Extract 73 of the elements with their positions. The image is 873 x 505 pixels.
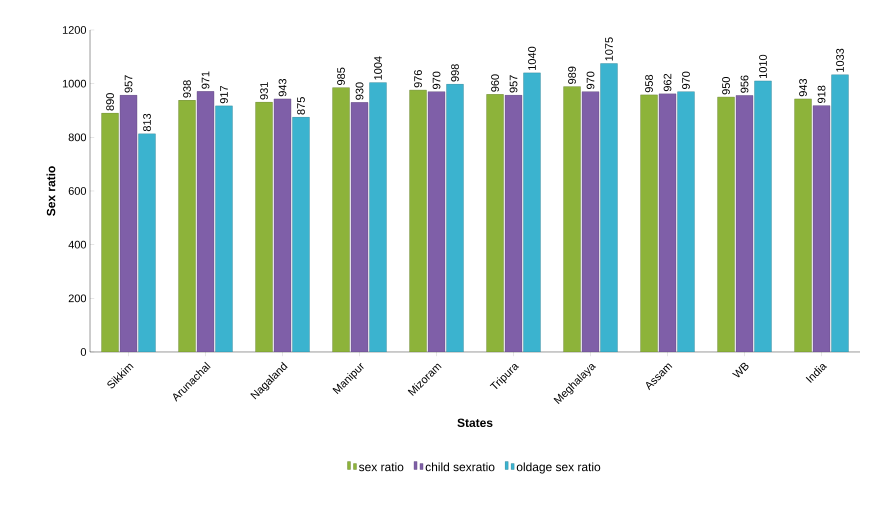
data-label: 976 (414, 70, 422, 88)
y-axis-title: Sex ratio (46, 166, 56, 216)
data-label: 890 (106, 93, 114, 110)
bar (428, 92, 446, 352)
bar (563, 86, 581, 352)
bar (101, 112, 119, 352)
bar (640, 94, 658, 352)
legend-label: child sexratio (426, 462, 494, 472)
bar (274, 98, 292, 352)
data-label: 960 (491, 74, 499, 92)
data-label: 970 (586, 72, 594, 89)
data-label: 1075 (605, 37, 613, 60)
bar (369, 82, 387, 352)
bar (215, 106, 233, 352)
bar (409, 90, 427, 352)
y-tick-label: 1200 (62, 26, 86, 34)
data-label: 1010 (759, 54, 767, 78)
bar (350, 102, 368, 352)
bar (138, 134, 156, 352)
data-label: 957 (124, 75, 132, 92)
data-label: 875 (297, 97, 305, 115)
data-label: 917 (220, 86, 228, 104)
data-label: 918 (818, 86, 826, 103)
data-label: 943 (278, 78, 286, 96)
data-label: 1040 (528, 46, 536, 70)
y-tick-label: 0 (80, 348, 86, 356)
data-label: 985 (337, 68, 345, 85)
data-label: 931 (260, 82, 268, 100)
data-label: 971 (202, 71, 210, 89)
data-label: 938 (183, 80, 191, 98)
data-label: 1004 (374, 56, 382, 80)
bar (196, 91, 214, 352)
bar (120, 94, 138, 352)
data-label: 1033 (836, 48, 844, 72)
data-label: 813 (143, 114, 151, 132)
data-label: 970 (682, 72, 690, 89)
legend-label: sex ratio (358, 462, 404, 472)
y-tick-label: 400 (68, 240, 86, 249)
bar (677, 92, 695, 352)
bar (582, 92, 600, 352)
x-axis-title: States (457, 418, 492, 428)
bar (446, 84, 464, 352)
y-tick-label: 1000 (62, 80, 86, 88)
data-label: 930 (356, 82, 364, 100)
bar (292, 116, 310, 352)
bar (658, 94, 676, 352)
y-tick-label: 600 (68, 187, 86, 195)
bar (486, 94, 504, 352)
bar (717, 96, 735, 352)
bar (504, 94, 522, 352)
data-label: 970 (432, 72, 440, 89)
y-tick-label: 800 (68, 133, 86, 142)
bar (754, 80, 772, 352)
data-label: 958 (645, 74, 653, 92)
bar (255, 102, 273, 352)
data-label: 998 (451, 64, 459, 82)
bar (523, 72, 541, 352)
data-label: 962 (664, 74, 672, 92)
bar (736, 95, 754, 352)
bar (794, 98, 812, 352)
y-tick-label: 200 (68, 294, 86, 302)
bar (812, 105, 830, 352)
x-tick-label: WB (732, 362, 749, 378)
bar (831, 74, 849, 352)
bar (332, 87, 350, 352)
bar (178, 100, 196, 352)
data-label: 989 (568, 66, 576, 84)
data-label: 943 (799, 78, 807, 96)
data-label: 950 (722, 77, 730, 94)
data-label: 956 (740, 75, 748, 93)
legend-label: oldage sex ratio (516, 462, 600, 474)
bar (600, 63, 618, 352)
data-label: 957 (510, 75, 518, 92)
